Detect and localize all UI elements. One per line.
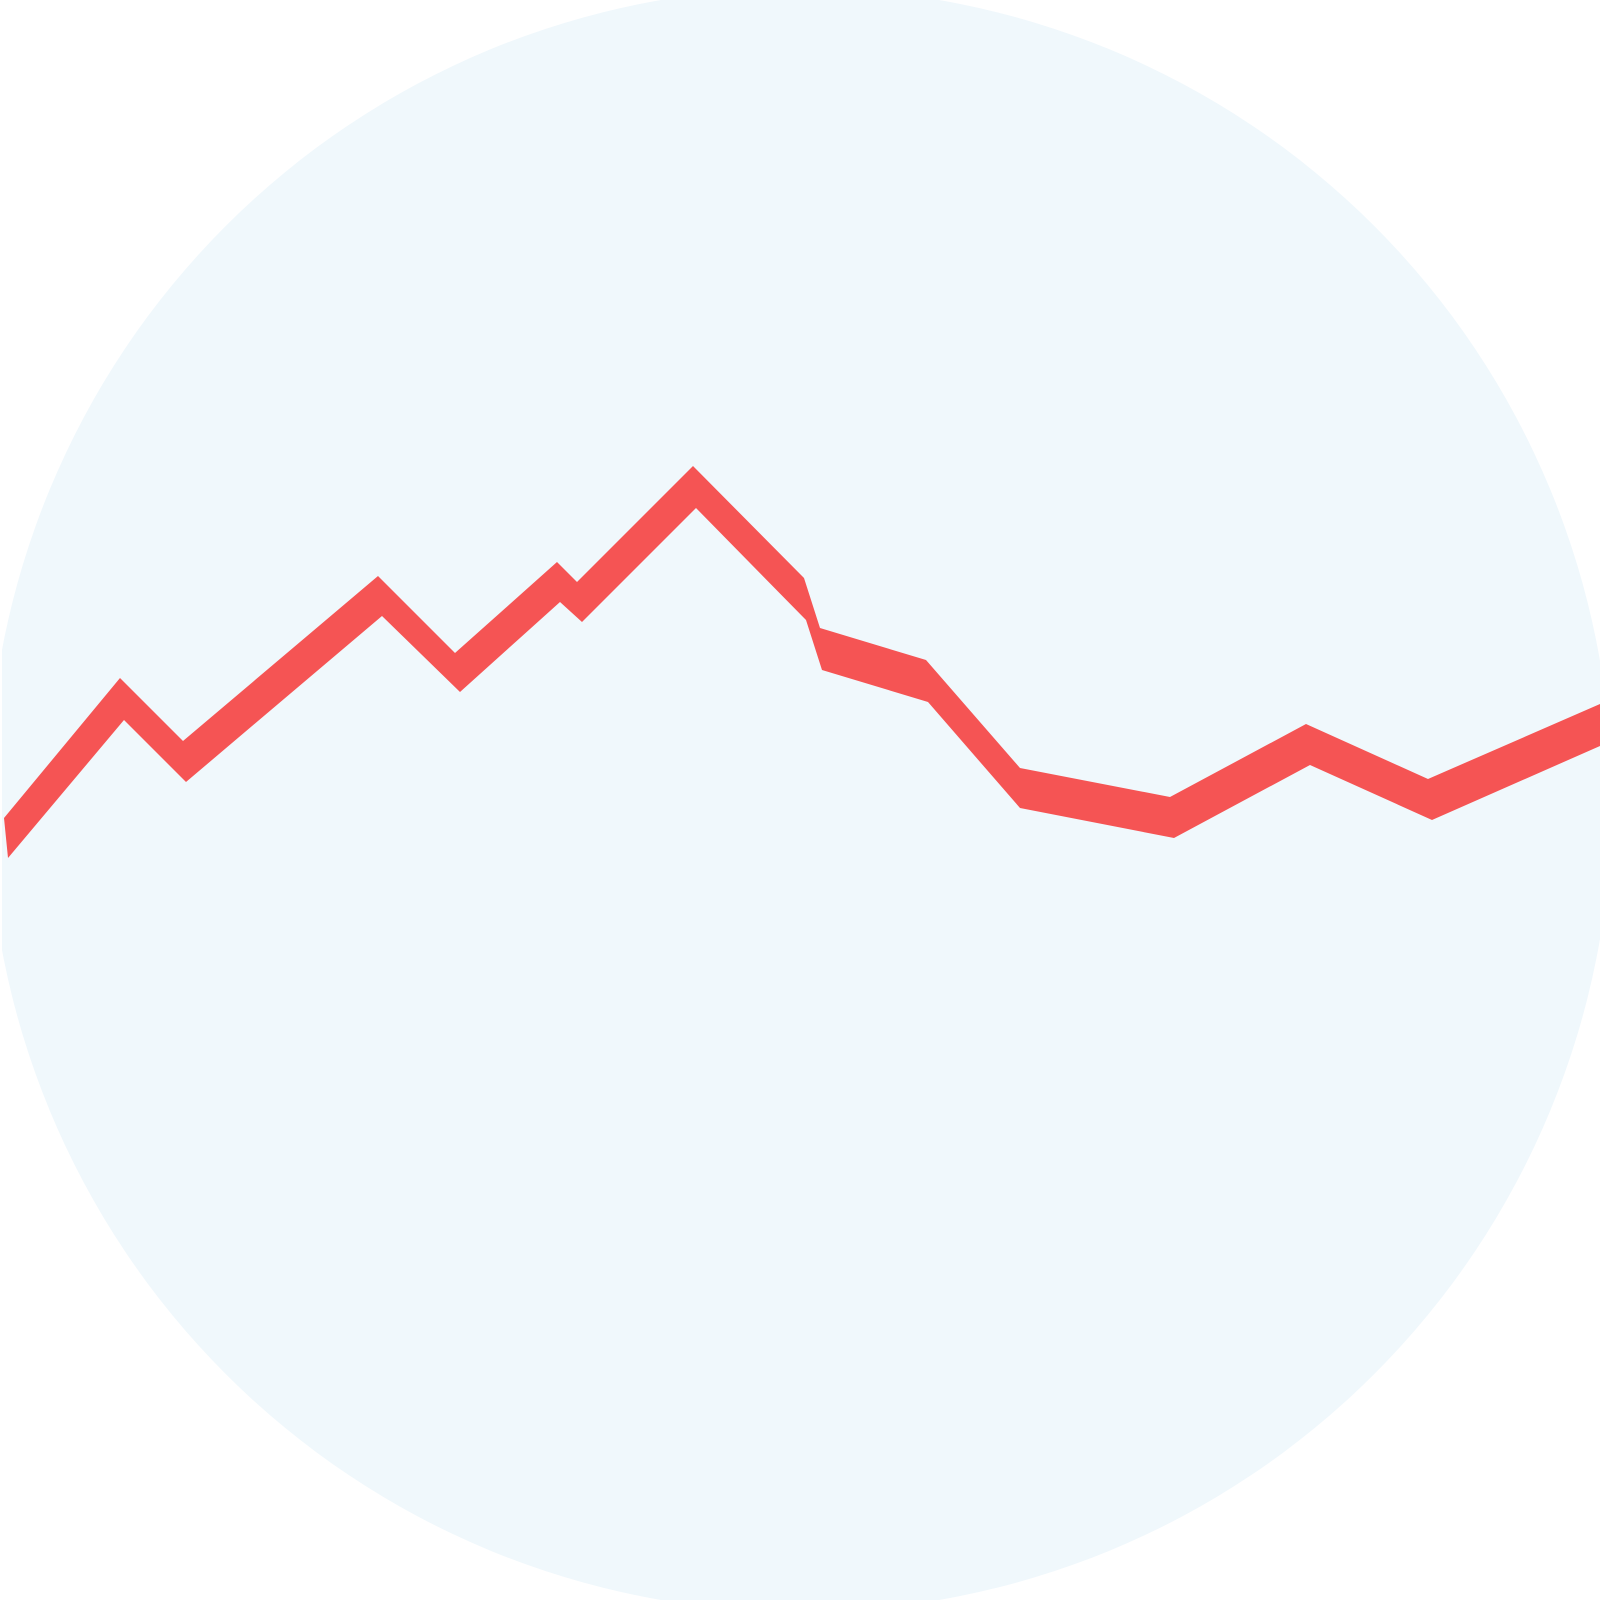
trend-line [4,466,1600,858]
